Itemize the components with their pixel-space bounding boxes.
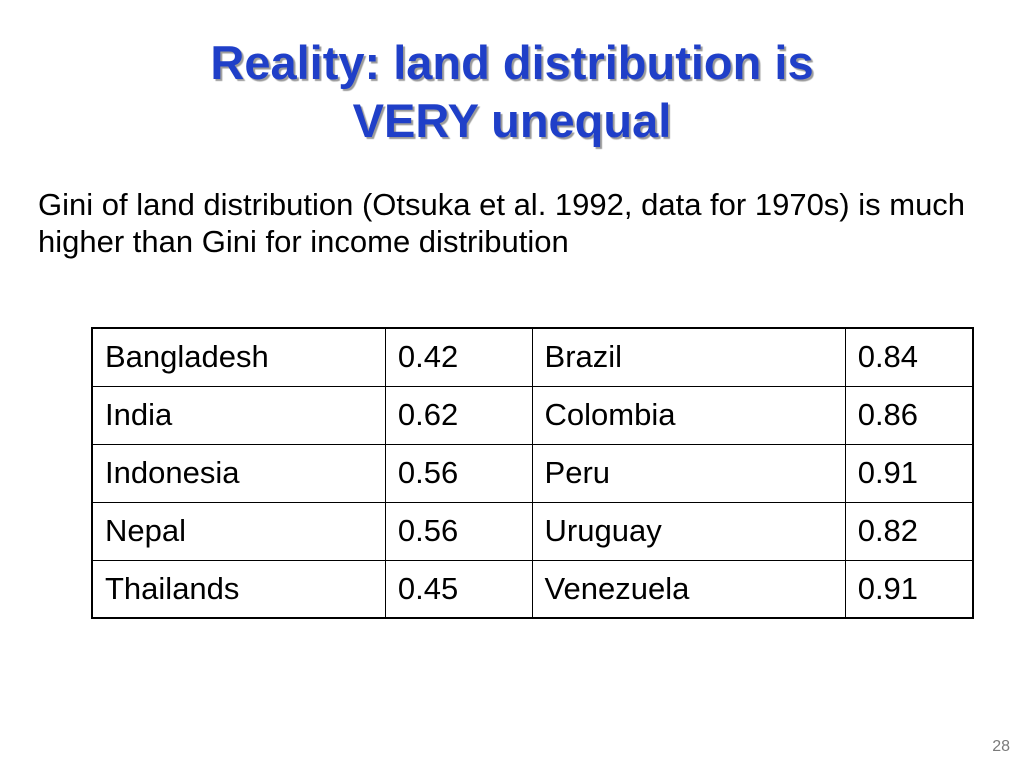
gini-cell: 0.45 bbox=[384, 559, 533, 619]
page-number: 28 bbox=[992, 738, 1010, 755]
country-cell: Venezuela bbox=[531, 559, 846, 619]
gini-cell: 0.56 bbox=[384, 443, 533, 503]
gini-cell: 0.42 bbox=[384, 327, 533, 387]
country-cell: Uruguay bbox=[531, 501, 846, 561]
gini-cell: 0.84 bbox=[844, 327, 974, 387]
slide-title-line-1: Reality: land distribution is bbox=[210, 36, 814, 89]
table-row: Nepal 0.56 Uruguay 0.82 bbox=[91, 501, 974, 561]
gini-table: Bangladesh 0.42 Brazil 0.84 India 0.62 C… bbox=[91, 327, 974, 619]
country-cell: Colombia bbox=[531, 385, 846, 445]
table-row: India 0.62 Colombia 0.86 bbox=[91, 385, 974, 445]
country-cell: Peru bbox=[531, 443, 846, 503]
table-row: Bangladesh 0.42 Brazil 0.84 bbox=[91, 327, 974, 387]
country-cell: Brazil bbox=[531, 327, 846, 387]
slide-title: Reality: land distribution is VERY unequ… bbox=[0, 34, 1024, 150]
gini-cell: 0.86 bbox=[844, 385, 974, 445]
slide-title-line-2: VERY unequal bbox=[352, 94, 672, 147]
body-text: Gini of land distribution (Otsuka et al.… bbox=[38, 187, 966, 259]
table-row: Thailands 0.45 Venezuela 0.91 bbox=[91, 559, 974, 619]
country-cell: Indonesia bbox=[91, 443, 386, 503]
gini-cell: 0.91 bbox=[844, 443, 974, 503]
country-cell: Nepal bbox=[91, 501, 386, 561]
table-row: Indonesia 0.56 Peru 0.91 bbox=[91, 443, 974, 503]
gini-cell: 0.82 bbox=[844, 501, 974, 561]
gini-cell: 0.56 bbox=[384, 501, 533, 561]
country-cell: Thailands bbox=[91, 559, 386, 619]
country-cell: India bbox=[91, 385, 386, 445]
gini-cell: 0.62 bbox=[384, 385, 533, 445]
country-cell: Bangladesh bbox=[91, 327, 386, 387]
gini-cell: 0.91 bbox=[844, 559, 974, 619]
